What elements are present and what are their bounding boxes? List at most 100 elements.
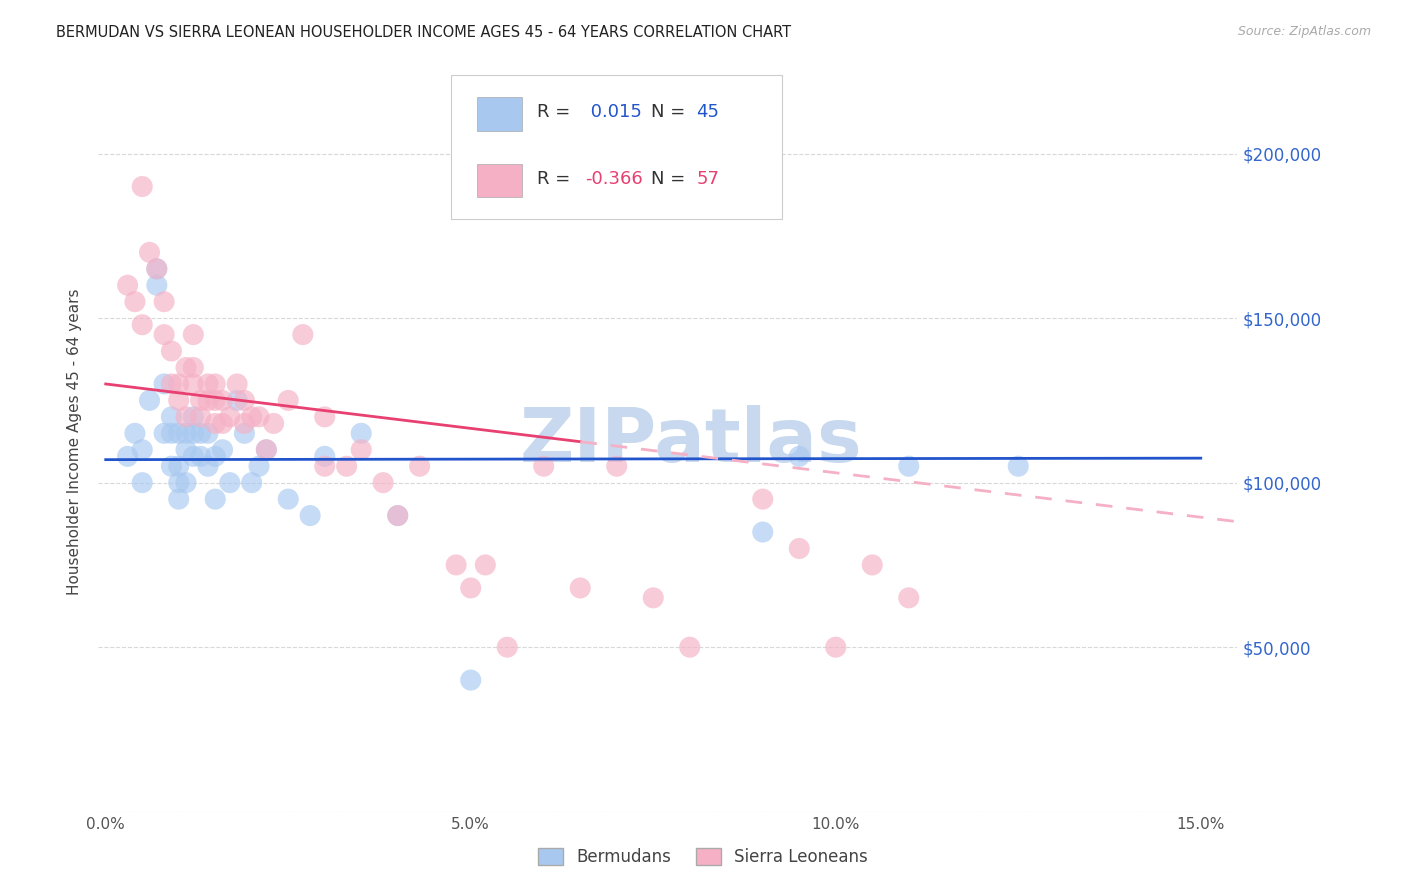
Point [124, 294, 146, 309]
Text: N =: N = [651, 169, 690, 187]
Point [211, 442, 233, 457]
Point [167, 459, 190, 474]
Point [218, 409, 240, 424]
Point [263, 417, 285, 431]
Point [197, 426, 219, 441]
Point [226, 393, 249, 408]
Point [117, 450, 139, 464]
Point [174, 426, 197, 441]
Text: 45: 45 [696, 103, 720, 121]
Point [183, 409, 205, 424]
Point [371, 475, 394, 490]
Point [167, 475, 190, 490]
Point [247, 459, 270, 474]
Point [204, 492, 226, 507]
FancyBboxPatch shape [477, 164, 522, 197]
Point [190, 450, 212, 464]
Point [160, 459, 183, 474]
Point [787, 450, 810, 464]
Point [291, 327, 314, 342]
Point [897, 459, 920, 474]
Point [643, 591, 665, 605]
Point [146, 261, 169, 276]
Point [160, 376, 183, 391]
Text: R =: R = [537, 103, 576, 121]
Point [233, 393, 256, 408]
Point [897, 591, 920, 605]
Point [314, 409, 336, 424]
Point [408, 459, 430, 474]
Text: N =: N = [651, 103, 690, 121]
Point [387, 508, 409, 523]
Point [752, 492, 775, 507]
Point [160, 344, 183, 359]
Point [336, 459, 359, 474]
Point [218, 475, 240, 490]
Point [160, 409, 183, 424]
Point [211, 393, 233, 408]
Point [153, 327, 176, 342]
Point [474, 558, 496, 572]
Point [496, 640, 519, 655]
Point [124, 426, 146, 441]
Point [174, 360, 197, 375]
Point [679, 640, 702, 655]
Point [153, 376, 176, 391]
Point [460, 581, 482, 595]
Point [174, 475, 197, 490]
Text: BERMUDAN VS SIERRA LEONEAN HOUSEHOLDER INCOME AGES 45 - 64 YEARS CORRELATION CHA: BERMUDAN VS SIERRA LEONEAN HOUSEHOLDER I… [56, 25, 792, 40]
Point [254, 442, 277, 457]
Point [314, 459, 336, 474]
Point [233, 426, 256, 441]
Point [183, 426, 205, 441]
Point [131, 442, 153, 457]
Point [569, 581, 592, 595]
FancyBboxPatch shape [477, 97, 522, 130]
Point [153, 294, 176, 309]
Point [240, 475, 263, 490]
Point [190, 393, 212, 408]
Point [153, 426, 176, 441]
Point [204, 376, 226, 391]
Point [787, 541, 810, 556]
Point [240, 409, 263, 424]
Point [387, 508, 409, 523]
Point [174, 442, 197, 457]
Point [160, 426, 183, 441]
Point [131, 179, 153, 194]
Point [204, 417, 226, 431]
Point [183, 376, 205, 391]
Point [606, 459, 628, 474]
Text: 57: 57 [696, 169, 720, 187]
Point [299, 508, 322, 523]
Point [1007, 459, 1029, 474]
Point [314, 450, 336, 464]
Point [138, 245, 160, 260]
FancyBboxPatch shape [451, 75, 782, 219]
Point [277, 393, 299, 408]
Point [138, 393, 160, 408]
Point [183, 360, 205, 375]
Point [824, 640, 846, 655]
Point [247, 409, 270, 424]
Point [254, 442, 277, 457]
Point [204, 450, 226, 464]
Point [167, 426, 190, 441]
Point [226, 376, 249, 391]
Legend: Bermudans, Sierra Leoneans: Bermudans, Sierra Leoneans [530, 840, 876, 875]
Point [183, 327, 205, 342]
Y-axis label: Householder Income Ages 45 - 64 years: Householder Income Ages 45 - 64 years [67, 288, 83, 595]
Point [211, 417, 233, 431]
Point [174, 409, 197, 424]
Point [167, 492, 190, 507]
Point [233, 417, 256, 431]
Text: Source: ZipAtlas.com: Source: ZipAtlas.com [1237, 25, 1371, 38]
Point [197, 376, 219, 391]
Text: 0.015: 0.015 [585, 103, 641, 121]
Point [460, 673, 482, 687]
Point [117, 278, 139, 293]
Point [752, 524, 775, 539]
Point [146, 261, 169, 276]
Point [190, 409, 212, 424]
Point [197, 459, 219, 474]
